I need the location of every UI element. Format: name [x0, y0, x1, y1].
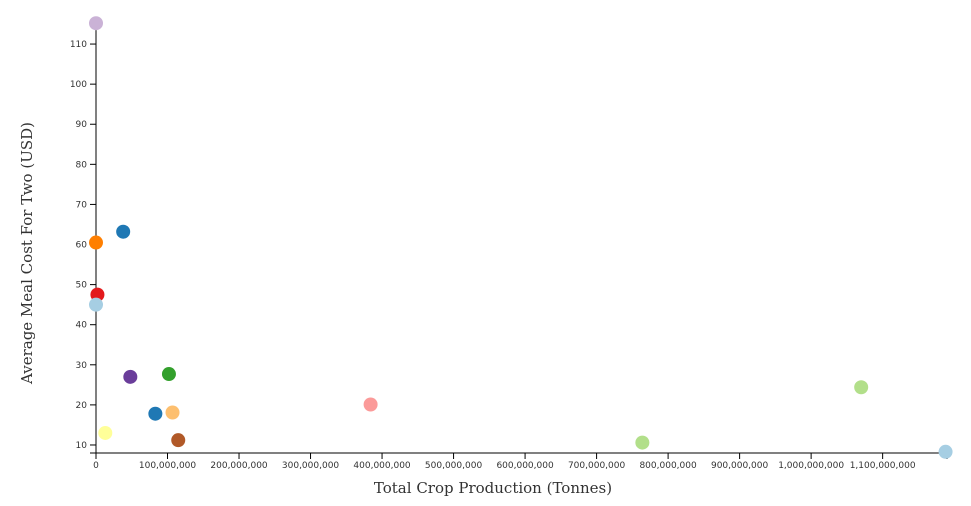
- x-tick-label: 1,000,000,000: [778, 461, 844, 471]
- y-tick-label: 40: [76, 321, 88, 331]
- x-axis-title: Total Crop Production (Tonnes): [374, 479, 612, 497]
- data-point[interactable]: [148, 406, 163, 421]
- x-tick-label: 500,000,000: [425, 461, 483, 471]
- x-axis-line: [95, 452, 948, 459]
- y-tick-label: 70: [76, 200, 88, 210]
- x-tick-label: 600,000,000: [496, 461, 554, 471]
- data-point[interactable]: [161, 367, 176, 382]
- y-tick-label: 60: [76, 241, 88, 251]
- data-points: [89, 16, 953, 459]
- data-point[interactable]: [98, 425, 113, 440]
- data-point[interactable]: [123, 369, 138, 384]
- data-point[interactable]: [171, 433, 186, 448]
- y-tick-label: 50: [76, 281, 88, 291]
- y-tick-label: 10: [76, 441, 88, 451]
- data-point[interactable]: [89, 16, 103, 31]
- data-point[interactable]: [938, 444, 953, 459]
- y-axis-title: Average Meal Cost For Two (USD): [18, 122, 36, 385]
- y-tick-label: 110: [70, 40, 87, 50]
- data-point[interactable]: [635, 435, 650, 450]
- x-tick-label: 1,100,000,000: [850, 461, 916, 471]
- x-axis: 0 100,000,000 200,000,000 300,000,000 400,00…: [93, 452, 948, 471]
- x-tick-label: 100,000,000: [139, 461, 197, 471]
- x-tick-label: 300,000,000: [282, 461, 340, 471]
- x-tick-label: 400,000,000: [353, 461, 411, 471]
- data-point[interactable]: [116, 224, 131, 239]
- x-tick-label: 700,000,000: [568, 461, 626, 471]
- x-tick-label: 800,000,000: [639, 461, 697, 471]
- data-point[interactable]: [89, 235, 103, 250]
- y-tick-label: 80: [76, 160, 88, 170]
- data-point[interactable]: [89, 297, 103, 312]
- y-axis: 10 20 30 40 50 60 70 80 90 100 110: [70, 19, 97, 454]
- data-point[interactable]: [363, 397, 378, 412]
- x-tick-label: 900,000,000: [711, 461, 769, 471]
- y-tick-label: 30: [76, 361, 88, 371]
- data-point[interactable]: [165, 405, 180, 420]
- y-tick-label: 100: [70, 80, 87, 90]
- y-tick-label: 90: [76, 120, 88, 130]
- x-tick-label: 200,000,000: [210, 461, 268, 471]
- x-tick-label: 0: [93, 461, 99, 471]
- y-tick-label: 20: [76, 401, 88, 411]
- data-point[interactable]: [854, 380, 869, 395]
